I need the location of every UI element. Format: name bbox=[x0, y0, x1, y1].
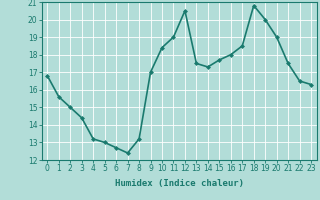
X-axis label: Humidex (Indice chaleur): Humidex (Indice chaleur) bbox=[115, 179, 244, 188]
